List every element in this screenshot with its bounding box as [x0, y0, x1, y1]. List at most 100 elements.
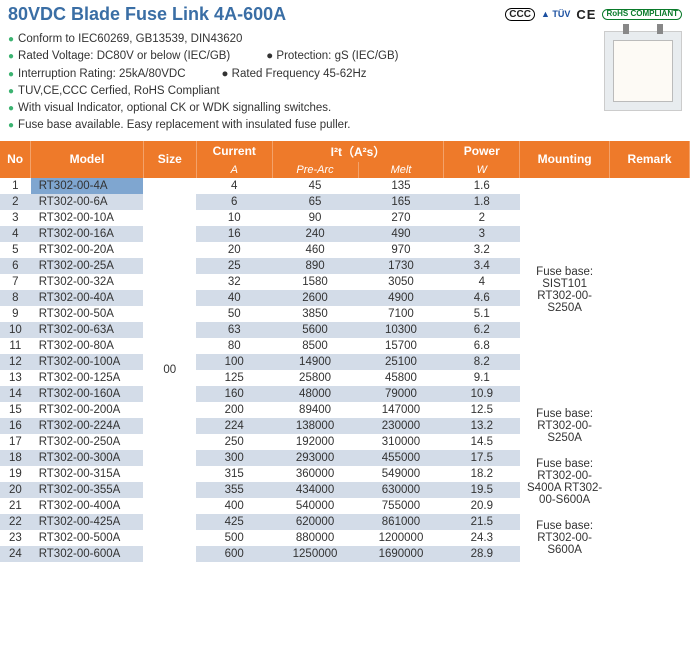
cell-pow: 18.2: [444, 466, 520, 482]
cell-no: 2: [0, 194, 31, 210]
cell-pre: 8500: [272, 338, 358, 354]
cell-no: 1: [0, 178, 31, 194]
cell-no: 12: [0, 354, 31, 370]
cell-pow: 3: [444, 226, 520, 242]
col-i2t: I²t（A²s）: [272, 141, 444, 162]
col-model: Model: [31, 141, 144, 178]
cell-model: RT302-00-40A: [31, 290, 144, 306]
cell-melt: 310000: [358, 434, 444, 450]
fuse-table: No Model Size Current I²t（A²s） Power Mou…: [0, 141, 690, 562]
cell-pow: 14.5: [444, 434, 520, 450]
cell-no: 20: [0, 482, 31, 498]
cell-model: RT302-00-10A: [31, 210, 144, 226]
cell-pre: 434000: [272, 482, 358, 498]
cell-no: 19: [0, 466, 31, 482]
cell-cur: 400: [196, 498, 272, 514]
cell-pow: 1.6: [444, 178, 520, 194]
cell-no: 24: [0, 546, 31, 562]
cell-melt: 3050: [358, 274, 444, 290]
cell-pow: 1.8: [444, 194, 520, 210]
cell-model: RT302-00-500A: [31, 530, 144, 546]
cell-cur: 50: [196, 306, 272, 322]
cell-pre: 48000: [272, 386, 358, 402]
page-title: 80VDC Blade Fuse Link 4A-600A: [8, 4, 286, 25]
cell-model: RT302-00-400A: [31, 498, 144, 514]
col-mounting: Mounting: [520, 141, 610, 178]
cell-pre: 138000: [272, 418, 358, 434]
spec-bullet: With visual Indicator, optional CK or WD…: [8, 100, 596, 117]
cell-no: 7: [0, 274, 31, 290]
cell-pow: 3.4: [444, 258, 520, 274]
cell-model: RT302-00-224A: [31, 418, 144, 434]
cell-model: RT302-00-125A: [31, 370, 144, 386]
cell-no: 11: [0, 338, 31, 354]
cell-model: RT302-00-250A: [31, 434, 144, 450]
cell-pre: 460: [272, 242, 358, 258]
spec-bullet: ● Rated Frequency 45-62Hz: [222, 66, 367, 83]
cell-melt: 10300: [358, 322, 444, 338]
cert-icons: CCC ▲ TÜV CE RoHS COMPLIANT: [505, 7, 682, 22]
cell-pow: 5.1: [444, 306, 520, 322]
table-row: 22RT302-00-425A42562000086100021.5Fuse b…: [0, 514, 690, 530]
cell-model: RT302-00-300A: [31, 450, 144, 466]
spec-bullet: TUV,CE,CCC Cerfied, RoHS Compliant: [8, 83, 596, 100]
cell-cur: 40: [196, 290, 272, 306]
col-power: Power: [444, 141, 520, 162]
cell-pre: 2600: [272, 290, 358, 306]
cell-no: 4: [0, 226, 31, 242]
ce-icon: CE: [576, 7, 596, 22]
cell-melt: 4900: [358, 290, 444, 306]
cell-no: 5: [0, 242, 31, 258]
cell-melt: 549000: [358, 466, 444, 482]
cell-model: RT302-00-6A: [31, 194, 144, 210]
cell-no: 16: [0, 418, 31, 434]
cell-cur: 160: [196, 386, 272, 402]
cell-no: 8: [0, 290, 31, 306]
table-row: 1RT302-00-4A004451351.6Fuse base: SIST10…: [0, 178, 690, 194]
cell-pre: 5600: [272, 322, 358, 338]
cell-no: 6: [0, 258, 31, 274]
cell-pre: 65: [272, 194, 358, 210]
cell-pow: 10.9: [444, 386, 520, 402]
cell-cur: 80: [196, 338, 272, 354]
rohs-icon: RoHS COMPLIANT: [602, 9, 682, 20]
cell-cur: 6: [196, 194, 272, 210]
cell-pre: 89400: [272, 402, 358, 418]
cell-melt: 455000: [358, 450, 444, 466]
cell-melt: 1730: [358, 258, 444, 274]
cell-cur: 4: [196, 178, 272, 194]
col-size: Size: [143, 141, 196, 178]
col-melt: Melt: [358, 162, 444, 178]
cell-pow: 4.6: [444, 290, 520, 306]
cell-model: RT302-00-50A: [31, 306, 144, 322]
cell-cur: 63: [196, 322, 272, 338]
cell-model: RT302-00-425A: [31, 514, 144, 530]
cell-melt: 45800: [358, 370, 444, 386]
col-current: Current: [196, 141, 272, 162]
spec-bullets: Conform to IEC60269, GB13539, DIN43620Ra…: [8, 31, 596, 135]
cell-pre: 90: [272, 210, 358, 226]
cell-pre: 25800: [272, 370, 358, 386]
cell-model: RT302-00-4A: [31, 178, 144, 194]
table-row: 15RT302-00-200A2008940014700012.5Fuse ba…: [0, 402, 690, 418]
cell-cur: 100: [196, 354, 272, 370]
cell-no: 15: [0, 402, 31, 418]
tuv-icon: ▲ TÜV: [541, 10, 570, 19]
cell-pre: 1250000: [272, 546, 358, 562]
cell-no: 14: [0, 386, 31, 402]
cell-cur: 20: [196, 242, 272, 258]
cell-pre: 45: [272, 178, 358, 194]
cell-cur: 600: [196, 546, 272, 562]
cell-pow: 28.9: [444, 546, 520, 562]
cell-pre: 1580: [272, 274, 358, 290]
cell-melt: 970: [358, 242, 444, 258]
spec-bullet: Rated Voltage: DC80V or below (IEC/GB)● …: [8, 48, 596, 65]
cell-pow: 19.5: [444, 482, 520, 498]
col-remark: Remark: [610, 141, 690, 178]
cell-remark: [610, 178, 690, 562]
cell-pre: 3850: [272, 306, 358, 322]
cell-model: RT302-00-16A: [31, 226, 144, 242]
cell-pow: 3.2: [444, 242, 520, 258]
cell-pow: 6.2: [444, 322, 520, 338]
cell-melt: 630000: [358, 482, 444, 498]
